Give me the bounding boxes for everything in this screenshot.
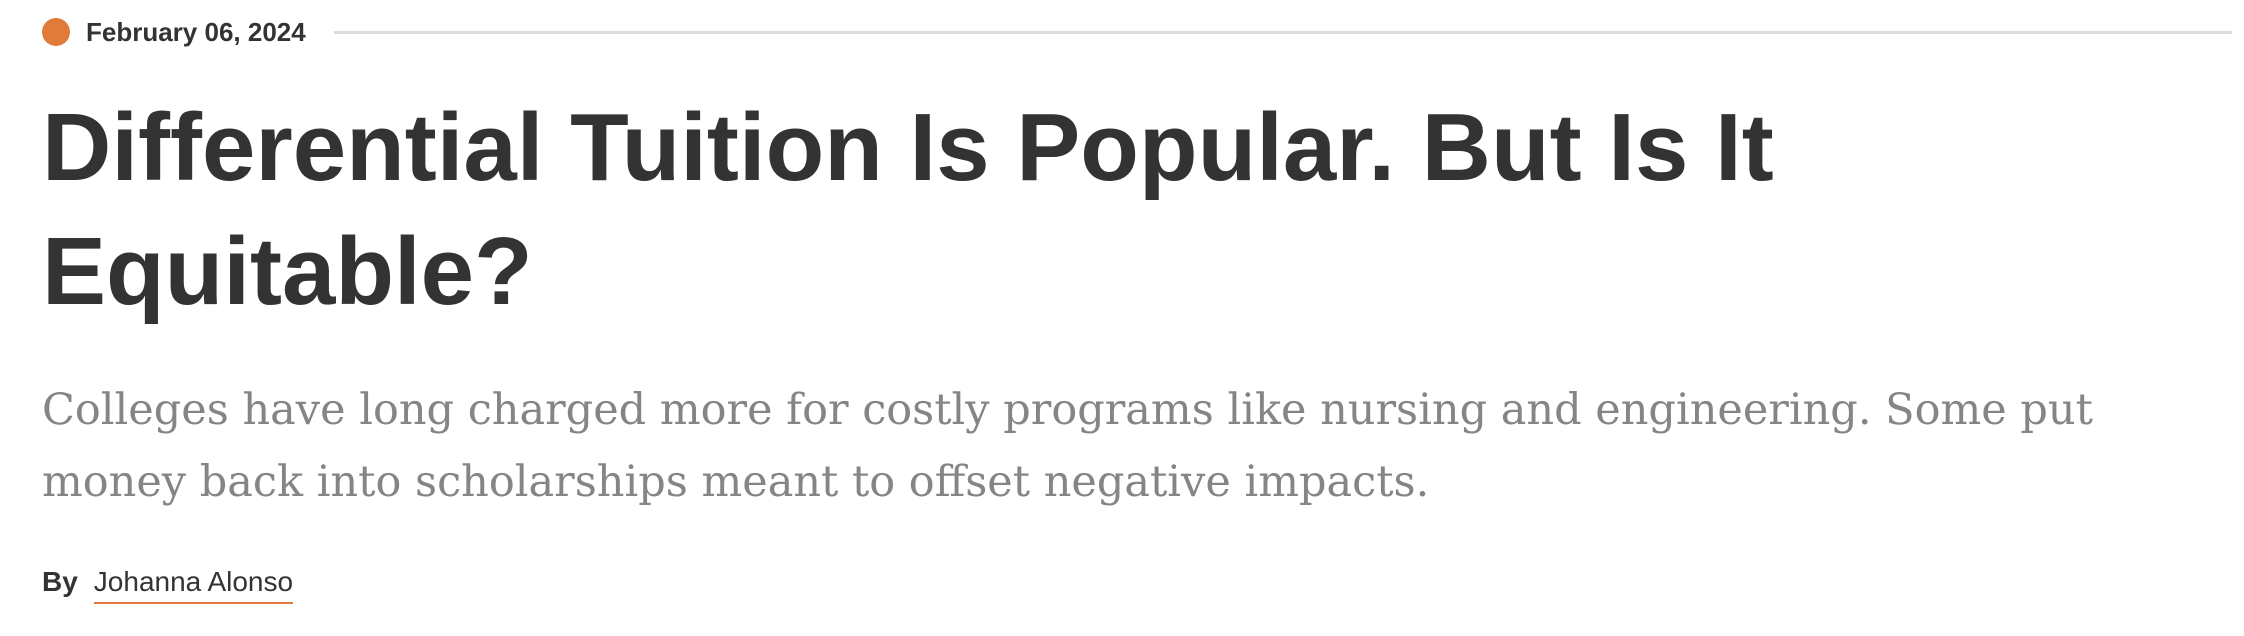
byline: By Johanna Alonso: [42, 566, 294, 604]
divider-line: [333, 30, 2232, 34]
author-link[interactable]: Johanna Alonso: [93, 566, 294, 604]
publish-date: February 06, 2024: [86, 16, 306, 47]
byline-prefix: By: [42, 566, 78, 597]
article-dek: Colleges have long charged more for cost…: [42, 385, 2093, 507]
article-header: February 06, 2024 Differential Tuition I…: [42, 0, 2244, 636]
dateline: February 06, 2024: [42, 14, 2232, 50]
orange-dot-icon: [42, 18, 70, 46]
article-headline: Differential Tuition Is Popular. But Is …: [42, 94, 1774, 325]
